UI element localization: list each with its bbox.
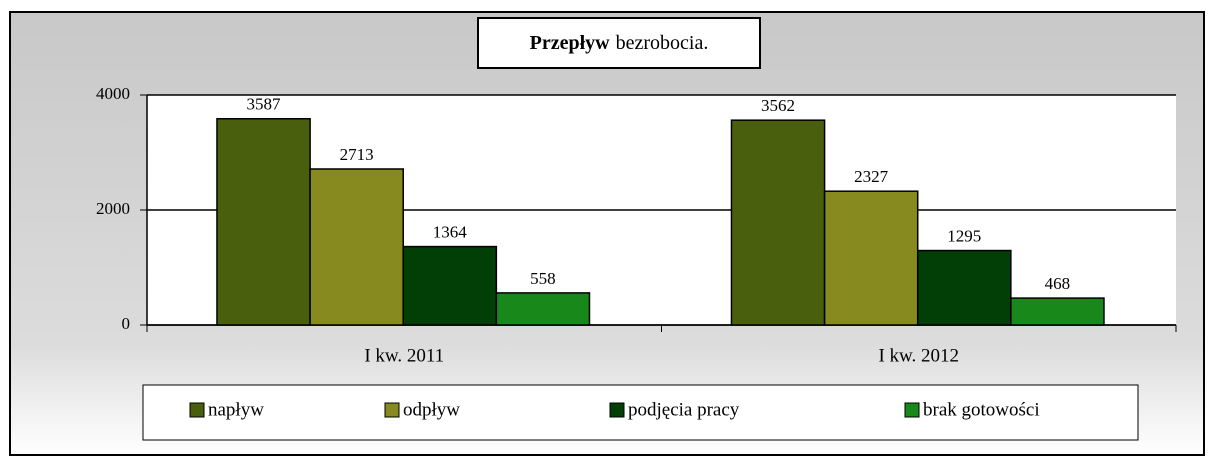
- legend-label: podjęcia pracy: [628, 399, 740, 420]
- data-label: 1295: [947, 226, 981, 245]
- data-label: 1364: [433, 222, 468, 241]
- title-bold: Przepływ: [530, 32, 611, 54]
- y-tick-label: 0: [122, 314, 131, 333]
- bar: [402, 245, 498, 326]
- bar: [309, 168, 404, 326]
- x-tick-label: I kw. 2011: [364, 345, 444, 366]
- title-rest: bezrobocia.: [616, 32, 709, 54]
- legend-label: napływ: [208, 399, 264, 420]
- legend-swatch: [189, 402, 205, 418]
- y-tick-label: 2000: [96, 199, 130, 218]
- data-label: 468: [1045, 274, 1071, 293]
- bar: [216, 117, 311, 326]
- legend-label: odpływ: [403, 399, 460, 420]
- legend-swatch: [904, 402, 920, 418]
- legend-label: brak gotowości: [923, 399, 1040, 420]
- title-box: [477, 17, 761, 69]
- legend-swatch: [609, 402, 625, 418]
- bar: [823, 190, 919, 326]
- y-tick-label: 4000: [96, 84, 130, 103]
- legend-box: [142, 384, 1139, 441]
- data-label: 2327: [854, 167, 889, 186]
- legend-swatch: [384, 402, 400, 418]
- data-label: 3587: [247, 95, 282, 114]
- bar: [495, 292, 591, 326]
- data-label: 2713: [340, 145, 374, 164]
- data-label: 558: [530, 269, 556, 288]
- bar: [1010, 297, 1105, 326]
- data-label: 3562: [761, 96, 795, 115]
- bar: [916, 249, 1012, 326]
- x-tick-label: I kw. 2012: [878, 345, 959, 366]
- chart-title: Przepływ bezrobocia.: [530, 32, 709, 54]
- bar: [730, 119, 826, 326]
